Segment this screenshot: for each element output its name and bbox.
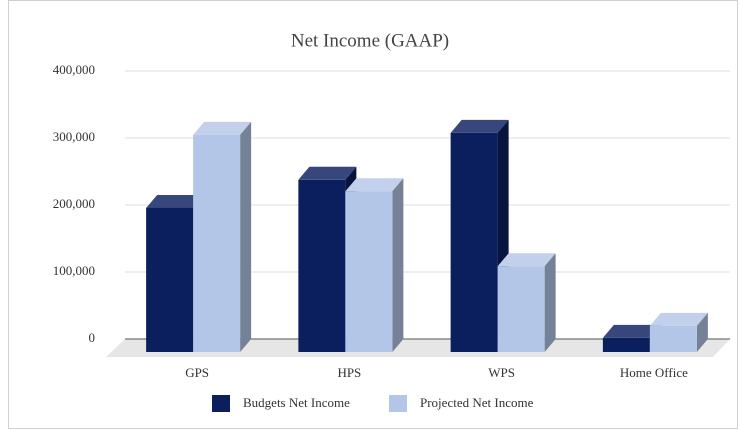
bar-front	[450, 132, 498, 352]
floor	[106, 339, 730, 357]
bar-front	[602, 337, 650, 352]
bar	[193, 121, 252, 352]
bar-front	[649, 325, 697, 352]
chart-title: Net Income (GAAP)	[291, 30, 449, 51]
bar-top	[146, 194, 205, 208]
bar-front	[345, 191, 393, 352]
bar-side	[240, 121, 252, 352]
x-tick-label: HPS	[337, 365, 361, 380]
y-tick-label: 0	[89, 330, 96, 345]
y-tick-label: 100,000	[53, 263, 95, 278]
legend-swatch	[212, 395, 230, 412]
bar-top	[193, 121, 252, 135]
bar-top	[345, 178, 404, 192]
bar-top	[450, 119, 509, 133]
bar	[649, 312, 708, 352]
bar-side	[392, 178, 404, 352]
bar-top	[298, 166, 357, 180]
bar-front	[298, 179, 346, 352]
bar-side	[696, 312, 708, 352]
x-tick-label: WPS	[488, 365, 515, 380]
y-tick-label: 300,000	[53, 129, 95, 144]
legend-label: Budgets Net Income	[243, 395, 350, 410]
bar	[497, 253, 556, 352]
y-tick-label: 200,000	[53, 196, 95, 211]
y-tick-label: 400,000	[53, 62, 95, 77]
legend-swatch	[389, 395, 407, 412]
legend-label: Projected Net Income	[420, 395, 534, 410]
bar-front	[193, 134, 241, 352]
bar-front	[497, 266, 545, 352]
bar-side	[544, 253, 556, 352]
bar-top	[497, 253, 556, 267]
x-tick-label: GPS	[185, 365, 209, 380]
bar	[345, 178, 404, 352]
bar-top	[602, 324, 661, 338]
bar-front	[146, 207, 194, 352]
x-tick-label: Home Office	[620, 365, 688, 380]
bar-top	[649, 312, 708, 326]
